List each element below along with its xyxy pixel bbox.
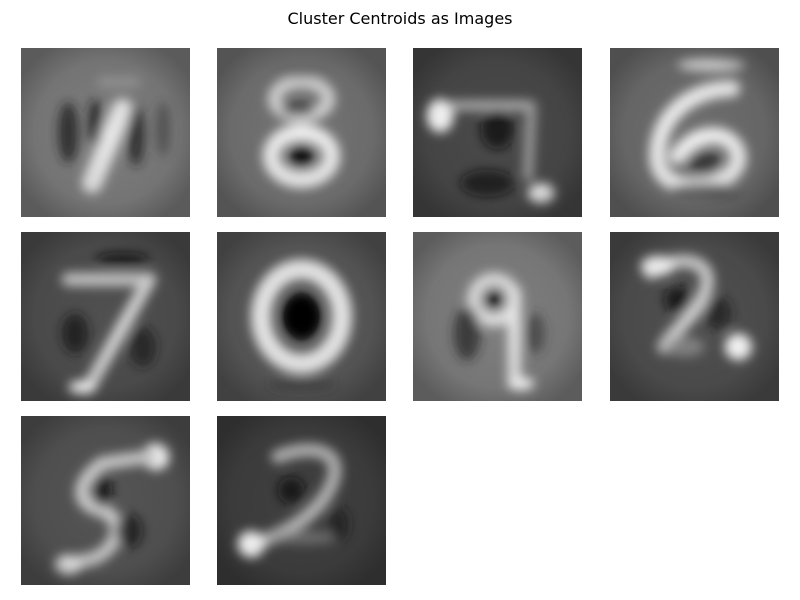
- centroid-vignette: [217, 232, 386, 401]
- centroid-vignette: [21, 48, 190, 217]
- centroid-image-1: [21, 48, 190, 217]
- centroid-vignette: [413, 48, 582, 217]
- centroid-vignette: [413, 232, 582, 401]
- centroid-image-10: [217, 416, 386, 585]
- centroid-image-5: [21, 232, 190, 401]
- centroid-image-3: [413, 48, 582, 217]
- centroid-vignette: [610, 232, 779, 401]
- centroid-image-2: [217, 48, 386, 217]
- centroid-image-4: [610, 48, 779, 217]
- centroid-image-6: [217, 232, 386, 401]
- centroid-vignette: [217, 416, 386, 585]
- chart-title: Cluster Centroids as Images: [287, 9, 513, 28]
- centroid-image-7: [413, 232, 582, 401]
- centroid-image-9: [21, 416, 190, 585]
- centroid-vignette: [21, 232, 190, 401]
- centroid-vignette: [610, 48, 779, 217]
- centroid-vignette: [21, 416, 190, 585]
- centroid-image-8: [610, 232, 779, 401]
- centroid-vignette: [217, 48, 386, 217]
